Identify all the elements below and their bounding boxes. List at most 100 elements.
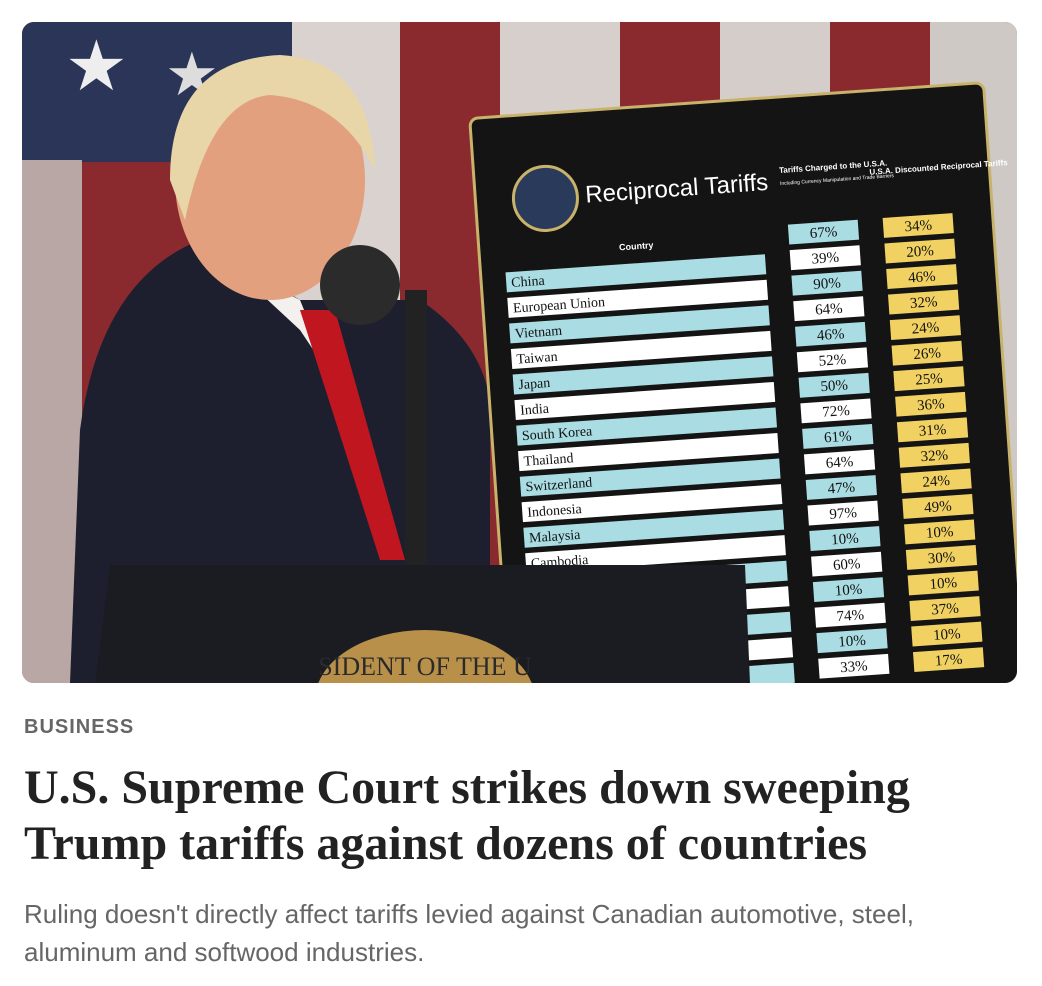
reciprocal-box <box>898 442 970 468</box>
reciprocal-box <box>895 391 967 417</box>
charged-box <box>807 500 879 526</box>
charged-rate: 67% <box>809 224 838 242</box>
country-bar <box>510 330 772 369</box>
reciprocal-box <box>900 468 972 494</box>
country-name: Indonesia <box>527 502 583 521</box>
charged-box <box>791 270 863 296</box>
country-name: India <box>520 402 551 419</box>
reciprocal-rate: 17% <box>934 652 963 670</box>
reciprocal-rate: 10% <box>925 524 954 542</box>
country-name: Switzerland <box>525 476 593 496</box>
country-name: Thailand <box>523 451 574 469</box>
reciprocal-box <box>886 264 958 289</box>
reciprocal-rate: 26% <box>913 345 942 363</box>
charged-box <box>787 219 860 245</box>
charged-box <box>789 245 861 271</box>
charged-rate: 46% <box>816 326 845 344</box>
country-bar <box>514 381 776 421</box>
reciprocal-rate: 32% <box>909 294 938 312</box>
charged-rate: 50% <box>820 377 849 395</box>
charged-box <box>793 296 865 322</box>
reciprocal-rate: 30% <box>927 550 956 568</box>
charged-box <box>814 602 886 628</box>
charged-rate: 61% <box>824 428 853 446</box>
dek: Ruling doesn't directly affect tariffs l… <box>24 899 914 967</box>
section-label[interactable]: BUSINESS <box>24 716 135 738</box>
reciprocal-box <box>912 647 985 673</box>
charged-rate: 10% <box>838 633 867 651</box>
country-bar <box>525 535 786 574</box>
charged-box <box>805 475 877 500</box>
board-header: Country <box>619 240 654 252</box>
country-bar <box>516 407 777 446</box>
charged-box <box>816 628 888 654</box>
reciprocal-rate: 25% <box>915 371 944 389</box>
reciprocal-box <box>902 493 974 519</box>
charged-box <box>795 321 867 347</box>
reciprocal-rate: 10% <box>933 626 962 644</box>
reciprocal-rate: 31% <box>918 422 947 440</box>
charged-rate: 47% <box>827 480 856 498</box>
charged-rate: 64% <box>815 301 844 319</box>
reciprocal-rate: 20% <box>906 243 935 261</box>
charged-rate: 10% <box>831 531 860 549</box>
country-name: Taiwan <box>516 350 558 368</box>
reciprocal-rate: 36% <box>917 396 946 414</box>
charged-rate: 39% <box>811 250 840 268</box>
country-bar <box>509 305 770 344</box>
headline[interactable]: U.S. Supreme Court strikes down sweeping… <box>24 761 910 870</box>
country-bar <box>507 279 769 318</box>
country-name: Vietnam <box>514 324 562 342</box>
reciprocal-rate: 34% <box>904 218 933 236</box>
reciprocal-rate: 24% <box>922 473 951 491</box>
star: ★ <box>65 27 128 105</box>
charged-box <box>809 526 881 551</box>
reciprocal-box <box>884 238 956 264</box>
country-bar <box>518 433 779 472</box>
reciprocal-rate: 10% <box>929 575 958 593</box>
tariff-board: Reciprocal Tariffs Country Tariffs Charg… <box>468 81 1017 683</box>
country-bar <box>521 484 783 523</box>
charged-rate: 52% <box>818 352 847 370</box>
podium-seal-text: SIDENT OF THE U <box>318 652 532 681</box>
country-bar <box>519 458 781 497</box>
charged-rate: 74% <box>836 607 865 625</box>
charged-rate: 97% <box>829 505 858 523</box>
charged-box <box>812 577 885 603</box>
charged-rate: 10% <box>834 582 863 600</box>
reciprocal-rate: 37% <box>931 601 960 619</box>
reciprocal-rate: 24% <box>911 320 940 338</box>
reciprocal-box <box>889 315 962 341</box>
charged-rate: 64% <box>825 454 854 472</box>
reciprocal-box <box>911 621 983 647</box>
country-bar <box>523 509 785 548</box>
country-name: Japan <box>518 376 551 393</box>
charged-rate: 72% <box>822 403 851 421</box>
reciprocal-box <box>907 570 979 596</box>
country-name: South Korea <box>521 424 593 444</box>
reciprocal-rate: 32% <box>920 447 949 465</box>
reciprocal-box <box>891 340 963 366</box>
charged-rate: 60% <box>832 556 861 574</box>
charged-box <box>803 449 876 475</box>
reciprocal-box <box>896 417 969 443</box>
charged-box <box>800 398 872 424</box>
country-name: European Union <box>513 295 606 316</box>
reciprocal-rate: 49% <box>924 498 953 516</box>
country-bar <box>512 356 774 395</box>
reciprocal-box <box>909 596 981 621</box>
photo: ★ ★ Reciprocal Tariffs Country Tariffs C… <box>22 22 1017 683</box>
reciprocal-rate: 46% <box>908 269 937 287</box>
reciprocal-box <box>887 289 960 315</box>
charged-box <box>796 347 869 373</box>
country-name: China <box>511 274 546 291</box>
charged-box <box>802 424 874 449</box>
charged-rate: 33% <box>840 658 869 676</box>
country-name: Malaysia <box>529 528 582 547</box>
reciprocal-box <box>882 213 954 238</box>
reciprocal-box <box>905 545 978 570</box>
charged-box <box>811 551 883 577</box>
charged-box <box>818 653 890 679</box>
country-bar <box>505 254 767 293</box>
